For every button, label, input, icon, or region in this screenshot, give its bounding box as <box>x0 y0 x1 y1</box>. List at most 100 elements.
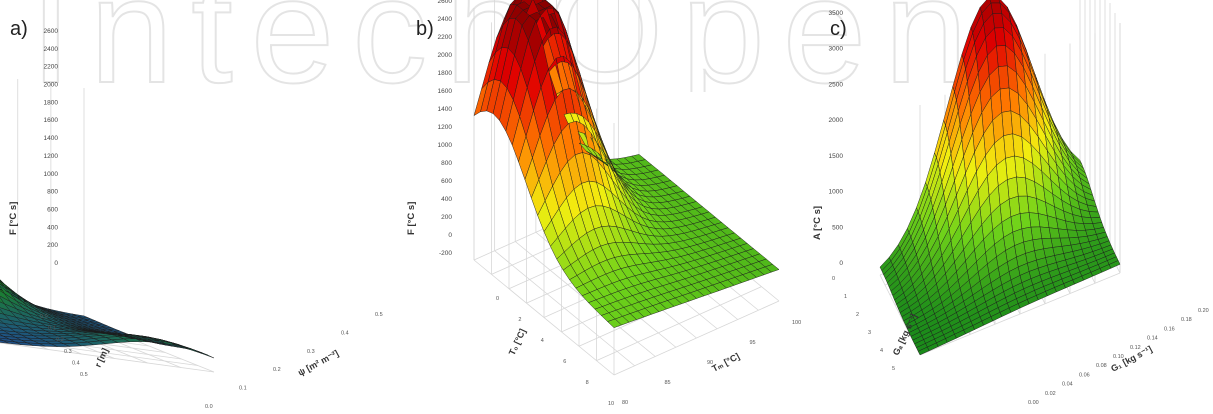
x-tick-label: 0.4 <box>72 360 80 366</box>
surface-cell <box>51 343 70 347</box>
surface-cell <box>1067 229 1079 239</box>
z-tick-label: 2000 <box>438 52 453 59</box>
y-tick-label: 0.20 <box>1198 308 1209 314</box>
y-tick-label: 0.2 <box>273 367 281 373</box>
y-axis: 80 85 90 95 100 Tₘ [°C] <box>622 320 801 406</box>
y-tick-label: 90 <box>707 360 713 366</box>
chart-panel-b: b) -200 0 200 400 600 800 1000 1200 1400 1600 1800… <box>404 0 808 414</box>
z-tick-label: 2000 <box>829 117 844 124</box>
z-tick-label: 1400 <box>44 135 59 142</box>
x-axis-label: T₀ [°C] <box>507 327 528 357</box>
z-tick-label: 1200 <box>438 124 453 131</box>
surface-cell <box>195 350 215 359</box>
z-axis-label: F [°C s] <box>8 202 19 235</box>
x-tick-label: 0.1 <box>48 326 56 332</box>
y-tick-label: 0.12 <box>1130 345 1141 351</box>
surface-cell <box>473 81 489 117</box>
z-tick-label: 2200 <box>438 34 453 41</box>
panel-label: a) <box>10 18 28 40</box>
z-tick-label: 2500 <box>829 81 844 88</box>
z-tick-label: 600 <box>441 178 452 185</box>
surface-chart-c: 0 500 1000 1500 2000 2500 3000 3500 A [°C s] 0 1 2 3… <box>812 0 1209 406</box>
y-tick-label: 0.16 <box>1164 326 1175 332</box>
z-tick-label: 0 <box>448 232 452 239</box>
z-tick-label: 1200 <box>44 153 59 160</box>
z-tick-label: 500 <box>832 224 843 231</box>
z-tick-label: 2600 <box>438 0 453 5</box>
x-tick-label: 5 <box>892 366 895 372</box>
y-tick-label: 0.14 <box>1147 336 1158 342</box>
surface-mesh <box>473 0 780 328</box>
y-tick-label: 0.10 <box>1113 354 1124 360</box>
x-tick-label: 0 <box>832 276 835 282</box>
y-tick-label: 0.06 <box>1079 372 1090 378</box>
chart-panel-a: a) 0 200 400 600 800 1000 1200 1400 1600 1800 2000… <box>0 0 404 414</box>
z-tick-label: 200 <box>47 242 58 249</box>
y-axis: 0.00 0.02 0.04 0.06 0.08 0.10 0.12 0.14 0.16 0.18… <box>1028 308 1209 406</box>
surface-mesh <box>0 279 215 359</box>
z-tick-label: 1000 <box>44 171 59 178</box>
x-tick-label: 4 <box>541 338 544 344</box>
x-tick-label: 6 <box>563 359 566 365</box>
z-tick-label: 800 <box>47 189 58 196</box>
x-tick-label: 10 <box>608 401 614 407</box>
x-tick-label: 2 <box>856 312 859 318</box>
surface-chart-a: 0 200 400 600 800 1000 1200 1400 1600 1800 2000 220… <box>0 28 383 410</box>
z-axis: -200 0 200 400 600 800 1000 1200 1400 1600 1800 200… <box>406 0 452 257</box>
z-tick-label: 400 <box>47 224 58 231</box>
z-tick-label: 2200 <box>44 64 59 71</box>
surface-chart-b: -200020040060080010001200140016001800200… <box>406 0 801 407</box>
z-tick-label: 1000 <box>829 189 844 196</box>
x-tick-label: 0.2 <box>56 337 64 343</box>
z-tick-label: 3500 <box>829 10 844 17</box>
y-tick-label: 0.5 <box>375 312 383 318</box>
x-tick-label: 0 <box>496 296 499 302</box>
surface-cell <box>183 346 203 354</box>
y-tick-label: 95 <box>750 340 756 346</box>
z-tick-label: 200 <box>441 214 452 221</box>
y-tick-label: 0.3 <box>307 349 315 355</box>
surface-cell <box>1081 216 1094 224</box>
x-tick-label: 3 <box>868 330 871 336</box>
z-tick-label: 3000 <box>829 46 844 53</box>
z-tick-label: 1600 <box>44 117 59 124</box>
surface-cell <box>1088 211 1101 219</box>
y-tick-label: 0.02 <box>1045 391 1056 397</box>
y-tick-label: 0.4 <box>341 330 349 336</box>
x-tick-label: 1 <box>844 294 847 300</box>
y-tick-label: 85 <box>665 380 671 386</box>
z-tick-label: 600 <box>47 207 58 214</box>
y-axis-label: Tₘ [°C] <box>710 351 741 374</box>
z-tick-label: 1600 <box>438 88 453 95</box>
z-tick-label: 1000 <box>438 142 453 149</box>
panel-label: c) <box>830 18 847 40</box>
z-tick-label: 2400 <box>438 16 453 23</box>
z-tick-label: 2600 <box>44 28 59 35</box>
x-tick-label: 4 <box>880 348 883 354</box>
z-tick-label: 0 <box>839 260 843 267</box>
z-tick-label: 1800 <box>44 99 59 106</box>
z-tick-label: 1400 <box>438 106 453 113</box>
y-tick-label: 100 <box>792 320 801 326</box>
z-tick-label: 1800 <box>438 70 453 77</box>
x-tick-label: 0.0 <box>40 314 48 320</box>
z-tick-label: 800 <box>441 160 452 167</box>
y-tick-label: 0.0 <box>205 404 213 410</box>
x-tick-label: 0.5 <box>80 372 88 378</box>
x-tick-label: 8 <box>586 380 589 386</box>
surface-cell <box>1074 222 1086 231</box>
z-axis: 0 200 400 600 800 1000 1200 1400 1600 1800 2000 220… <box>8 28 58 267</box>
y-axis-label: ψ [m² m⁻²] <box>296 348 340 378</box>
y-axis: 0.0 0.1 0.2 0.3 0.4 0.5 ψ [m² m⁻²] <box>205 312 383 410</box>
z-tick-label: 0 <box>54 260 58 267</box>
y-tick-label: 0.08 <box>1096 363 1107 369</box>
y-tick-label: 0.1 <box>239 386 247 392</box>
y-tick-label: 0.18 <box>1181 317 1192 323</box>
chart-panel-c: c) 0 500 1000 1500 2000 2500 3000 3500 A [°C s] 0… <box>808 0 1212 414</box>
z-tick-label: 2400 <box>44 46 59 53</box>
z-tick-label: -200 <box>439 250 452 257</box>
x-tick-label: 0.3 <box>64 349 72 355</box>
z-axis: 0 500 1000 1500 2000 2500 3000 3500 A [°C s] <box>812 10 843 267</box>
z-axis-label: F [°C s] <box>406 202 417 235</box>
surface-cell <box>607 318 622 328</box>
